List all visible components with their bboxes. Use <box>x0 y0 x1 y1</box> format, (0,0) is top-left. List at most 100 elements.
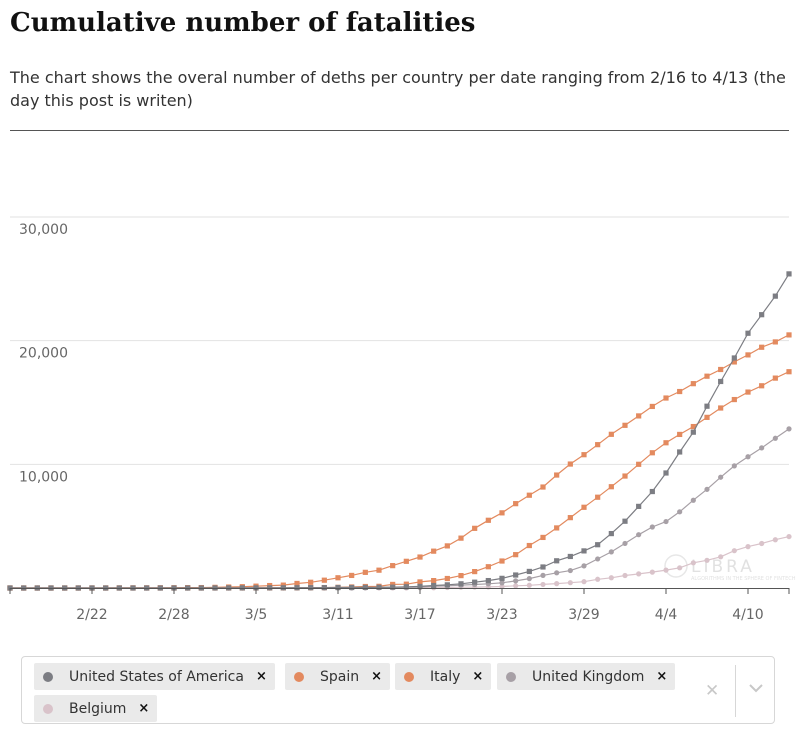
data-point <box>636 503 642 509</box>
data-point <box>294 580 300 587</box>
watermark-tagline: ALGORITHMS IN THE SPHERE OF FINTECH <box>691 576 796 582</box>
x-tick-label: 3/29 <box>568 607 599 623</box>
remove-chip-icon[interactable]: × <box>255 669 267 684</box>
data-point <box>649 450 655 456</box>
data-point <box>458 535 464 541</box>
x-tick-label: 3/23 <box>486 607 517 623</box>
data-point <box>718 405 724 411</box>
data-point <box>690 497 696 503</box>
data-point <box>622 473 628 479</box>
series-line <box>10 273 790 589</box>
series-group <box>7 271 792 591</box>
data-point <box>677 431 683 438</box>
data-point <box>690 423 696 430</box>
data-point <box>431 582 437 589</box>
data-point <box>731 463 737 469</box>
chevron-down-icon[interactable] <box>748 677 764 699</box>
remove-chip-icon[interactable]: × <box>371 669 383 684</box>
color-dot-icon <box>43 671 53 682</box>
series-belgium <box>7 533 792 591</box>
data-point <box>772 339 778 345</box>
data-point <box>485 517 491 523</box>
data-point <box>704 414 710 420</box>
remove-chip-icon[interactable]: × <box>138 701 150 716</box>
x-tick-label: 2/28 <box>158 607 189 623</box>
data-point <box>677 565 683 571</box>
remove-chip-icon[interactable]: × <box>472 669 484 684</box>
grid-lines <box>10 216 789 465</box>
y-tick-label: 10,000 <box>19 469 68 485</box>
data-point <box>731 359 737 365</box>
data-point <box>417 583 423 589</box>
remove-chip-icon[interactable]: × <box>656 669 668 684</box>
data-point <box>745 352 751 358</box>
data-point <box>772 435 778 441</box>
series-spain <box>7 369 792 591</box>
color-dot-icon <box>43 703 53 714</box>
data-point <box>663 395 669 401</box>
libra-watermark: LIBRA ALGORITHMS IN THE SPHERE OF FINTEC… <box>664 554 796 582</box>
data-point <box>704 373 710 379</box>
data-point <box>704 486 710 492</box>
data-point <box>144 585 150 591</box>
data-point <box>321 577 327 583</box>
selector-separator <box>735 665 736 717</box>
data-point <box>649 488 655 495</box>
data-point <box>718 554 724 560</box>
data-point <box>649 403 655 410</box>
data-point <box>759 344 765 350</box>
country-chip: Belgium × <box>34 695 158 722</box>
data-point <box>280 582 286 588</box>
data-point <box>417 554 423 560</box>
data-point <box>540 572 546 578</box>
data-point <box>472 579 478 585</box>
data-point <box>294 585 300 591</box>
data-point <box>595 556 601 562</box>
data-point <box>567 461 573 467</box>
series-line <box>10 536 790 589</box>
data-point <box>349 572 355 579</box>
data-point <box>499 580 505 586</box>
data-point <box>308 585 314 591</box>
country-selector[interactable]: United States of America × Spain × Italy × Uni… <box>21 656 775 724</box>
data-point <box>431 548 437 554</box>
data-point <box>567 567 573 574</box>
series-united-states-of-america <box>7 271 792 591</box>
data-point <box>171 585 177 591</box>
data-point <box>677 509 683 515</box>
data-point <box>513 552 519 558</box>
data-point <box>226 585 232 591</box>
chart-title: Cumulative number of fatalities <box>10 8 476 38</box>
data-point <box>335 584 341 591</box>
data-point <box>472 525 478 531</box>
data-point <box>718 378 724 385</box>
data-point <box>554 558 560 564</box>
data-point <box>731 355 737 361</box>
data-point <box>554 570 560 576</box>
data-point <box>308 579 314 585</box>
data-point <box>581 548 587 554</box>
data-point <box>759 383 765 389</box>
data-point <box>608 530 614 537</box>
data-point <box>417 579 423 585</box>
data-point <box>636 413 642 419</box>
data-point <box>663 567 669 573</box>
data-point <box>526 568 532 575</box>
country-chip: Italy × <box>395 663 492 690</box>
data-point <box>513 578 519 584</box>
color-dot-icon <box>404 671 414 682</box>
data-point <box>499 510 505 516</box>
data-point <box>349 584 355 591</box>
line-chart: 10,000 20,000 30,000 LIBRA ALGORITHMS IN T… <box>7 216 796 623</box>
data-point <box>786 271 792 277</box>
libra-logo-icon <box>664 554 688 578</box>
data-point <box>581 504 587 510</box>
data-point <box>772 375 778 381</box>
data-point <box>458 573 464 579</box>
data-point <box>540 534 546 541</box>
chip-label: Italy <box>430 668 461 685</box>
clear-all-icon[interactable]: ✕ <box>705 681 720 701</box>
data-point <box>376 584 382 590</box>
data-point <box>554 581 560 587</box>
data-point <box>185 585 191 591</box>
